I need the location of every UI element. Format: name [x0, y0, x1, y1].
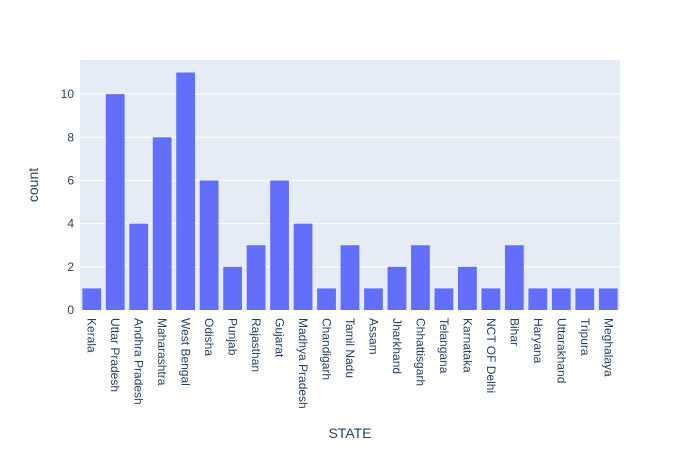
y-tick-label: 10 [61, 87, 75, 101]
x-tick-label: Assam [366, 318, 380, 355]
x-tick-label: Gujarat [273, 318, 287, 358]
bars [82, 72, 618, 310]
bar [598, 288, 618, 310]
x-tick-label: Maharashtra [155, 318, 169, 386]
bar [434, 288, 454, 310]
bar [82, 288, 102, 310]
y-axis-title: count [25, 168, 41, 202]
bar [387, 266, 407, 310]
bar [575, 288, 595, 310]
x-tick-label: Meghalaya [601, 318, 615, 377]
y-tick-label: 8 [67, 130, 74, 144]
x-axis-title: STATE [328, 425, 371, 441]
y-tick-label: 0 [67, 303, 74, 317]
x-tick-label: Bihar [507, 318, 521, 346]
bar [105, 94, 125, 310]
bar [458, 266, 477, 310]
bar [364, 288, 383, 310]
x-tick-label: Jharkhand [390, 318, 404, 374]
bar [246, 245, 266, 310]
bar [152, 137, 172, 310]
bar [223, 266, 242, 310]
bar [176, 72, 196, 310]
x-tick-label: Rajasthan [249, 318, 263, 372]
x-tick-label: Punjab [226, 318, 240, 356]
x-tick-label: Tamil Nadu [343, 318, 357, 378]
y-tick-label: 2 [67, 260, 74, 274]
bar [528, 288, 548, 310]
bar [504, 245, 524, 310]
bar [270, 180, 289, 310]
bar [293, 223, 313, 310]
bar [129, 223, 149, 310]
x-tick-label: Chandigarh [320, 318, 334, 380]
y-tick-label: 6 [67, 173, 74, 187]
x-tick-label: Chhattisgarh [413, 318, 427, 386]
x-tick-label: Haryana [531, 318, 545, 364]
x-tick-label: Karnataka [460, 318, 474, 373]
x-tick-label: Kerala [85, 318, 99, 353]
x-tick-label: Madhya Pradesh [296, 318, 310, 409]
x-tick-label: NCT OF Delhi [484, 318, 498, 393]
x-tick-label: Uttar Pradesh [108, 318, 122, 392]
y-tick-label: 4 [67, 217, 74, 231]
bar [411, 245, 430, 310]
x-tick-label: Odisha [202, 318, 216, 356]
x-tick-label: Andhra Pradesh [132, 318, 146, 405]
bar [481, 288, 501, 310]
x-tick-label: Uttarakhand [554, 318, 568, 383]
bar [317, 288, 336, 310]
y-tick-labels: 0 2 4 6 8 10 [61, 87, 75, 317]
bar [551, 288, 571, 310]
x-tick-label: Telangana [437, 318, 451, 374]
bar [199, 180, 219, 310]
x-tick-label: West Bengal [179, 318, 193, 386]
bar [340, 245, 360, 310]
x-tick-label: Tripura [578, 318, 592, 356]
x-tick-labels: Kerala Uttar Pradesh Andhra Pradesh Maharas… [85, 318, 616, 409]
